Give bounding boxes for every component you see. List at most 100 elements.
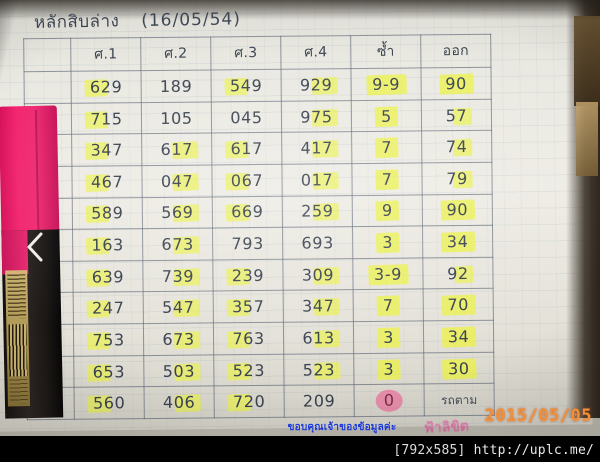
cell-out: 34	[422, 225, 493, 258]
highlighted-value: 5	[378, 105, 395, 126]
highlighted-value: 975	[297, 106, 336, 127]
cell-c4: 613	[283, 321, 354, 354]
highlighted-value: 929	[297, 74, 336, 95]
thanks-note: ขอบคุณเจ้าของข้อมูลค่ะ	[287, 422, 397, 433]
highlighted-value: 9-9	[369, 73, 403, 94]
cell-c3: 067	[211, 164, 283, 197]
cell-out: 30	[423, 351, 495, 385]
highlighted-value: 163	[88, 234, 127, 255]
cell-c3: 357	[213, 290, 284, 324]
cell-c1: 467	[71, 165, 143, 198]
value: 693	[301, 233, 334, 253]
cell-c1: 653	[73, 355, 145, 388]
cell-c2: 105	[141, 101, 212, 134]
highlighted-value: 017	[298, 169, 337, 190]
note-value: รถตาม	[441, 393, 478, 408]
source-url[interactable]: http://uplc.me/	[473, 443, 594, 458]
cell-out: 90	[422, 193, 493, 227]
highlighted-value: 503	[160, 360, 199, 381]
cell-rep: 3-9	[352, 257, 424, 291]
value: 209	[302, 391, 336, 411]
cell-c3: 523	[213, 353, 285, 387]
cell-c4: 209	[284, 384, 355, 418]
cell-rep: 5	[351, 99, 422, 132]
cell-out: 92	[422, 257, 494, 290]
cell-c3: 239	[212, 259, 284, 292]
cell-c4: 417	[281, 131, 352, 165]
cell-c1: 753	[73, 323, 144, 356]
table-row: 589 569 669 259 9 90	[25, 193, 493, 230]
table-row: 653 503 523 523 3 30	[26, 351, 495, 389]
value: 105	[160, 108, 193, 128]
highlighted-value: 247	[89, 298, 128, 319]
pen-label-footer	[9, 379, 28, 404]
highlighted-value: 617	[157, 139, 196, 160]
cell-out: 79	[421, 162, 493, 195]
highlighted-value: 357	[229, 296, 268, 317]
highlighted-value: 239	[229, 265, 268, 286]
table-header-row: ศ.1 ศ.2 ศ.3 ศ.4 ซ้ำ ออก	[23, 34, 491, 72]
cell-c1: 163	[72, 228, 143, 262]
cell-c3: 669	[212, 195, 283, 229]
cell-c2: 617	[141, 133, 212, 166]
footer-info: [792x585] http://uplc.me/	[393, 443, 594, 458]
highlighted-value: 617	[227, 138, 266, 159]
table-row: 467 047 067 017 7 79	[24, 162, 493, 199]
cell-rep: 7	[351, 131, 422, 164]
pen-label-text	[7, 274, 27, 319]
barcode-icon	[8, 324, 28, 377]
cell-c1: 347	[71, 133, 142, 167]
results-table-wrapper: ศ.1 ศ.2 ศ.3 ศ.4 ซ้ำ ออก 629 189 549 929 9-9 90 715 10…	[23, 34, 495, 420]
cell-c4: 975	[281, 100, 352, 133]
column-header-4: ศ.4	[280, 35, 351, 70]
highlighted-value: 259	[298, 201, 337, 222]
cell-rep: 3	[353, 352, 425, 385]
highlighted-value: 047	[158, 170, 197, 191]
table-row: 163 673 793 693 3 34	[25, 225, 493, 262]
pen-label	[5, 270, 31, 407]
highlighted-value: 90	[442, 73, 470, 94]
highlighted-value: 406	[160, 392, 199, 413]
highlighted-value: 523	[300, 359, 339, 380]
highlighted-value: 763	[229, 328, 268, 349]
chevron-left-icon[interactable]	[24, 230, 46, 264]
column-header-2: ศ.2	[140, 36, 211, 71]
cell-c4: 347	[283, 290, 354, 323]
highlighted-value: 309	[299, 264, 338, 285]
highlighted-value: 3	[380, 327, 397, 348]
cell-c2: 739	[142, 259, 214, 293]
footer-bar: [792x585] http://uplc.me/	[0, 436, 600, 462]
highlighted-value: 067	[228, 170, 267, 191]
cell-c1: 247	[73, 292, 144, 325]
column-header-3: ศ.3	[210, 36, 281, 71]
highlighted-value: 613	[299, 327, 338, 348]
table-row: 247 547 357 347 7 70	[26, 288, 494, 325]
cell-out: 90	[420, 67, 492, 100]
highlighted-value: 34	[445, 326, 473, 347]
table-row: 753 673 763 613 3 34	[26, 320, 494, 357]
highlighted-value: 715	[87, 108, 126, 129]
column-header-1: ศ.1	[70, 37, 141, 72]
title-date: (16/05/54)	[141, 9, 242, 32]
row-label-header	[23, 38, 71, 72]
highlighted-value: 739	[159, 265, 198, 286]
highlighted-value: 74	[443, 136, 471, 157]
value: 793	[231, 233, 264, 254]
highlighted-value: 3-9	[371, 263, 405, 284]
highlighted-value: 629	[87, 76, 126, 97]
cell-c4: 309	[282, 258, 354, 291]
highlighted-value: 30	[445, 357, 473, 378]
cell-c1: 639	[72, 260, 144, 293]
highlighted-value: 7	[380, 295, 397, 316]
cell-c1: 589	[72, 197, 143, 230]
highlighted-value: 639	[89, 266, 128, 287]
cell-out: 57	[421, 98, 492, 132]
highlighted-value: 467	[88, 171, 127, 192]
table-row: 639 739 239 309 3-9 92	[25, 257, 494, 294]
highlighted-value: 7	[378, 137, 395, 158]
value: 045	[230, 107, 263, 127]
highlighted-value: 560	[90, 392, 129, 413]
highlighted-value: 673	[159, 328, 198, 349]
table-row: 715 105 045 975 5 57	[24, 98, 492, 136]
